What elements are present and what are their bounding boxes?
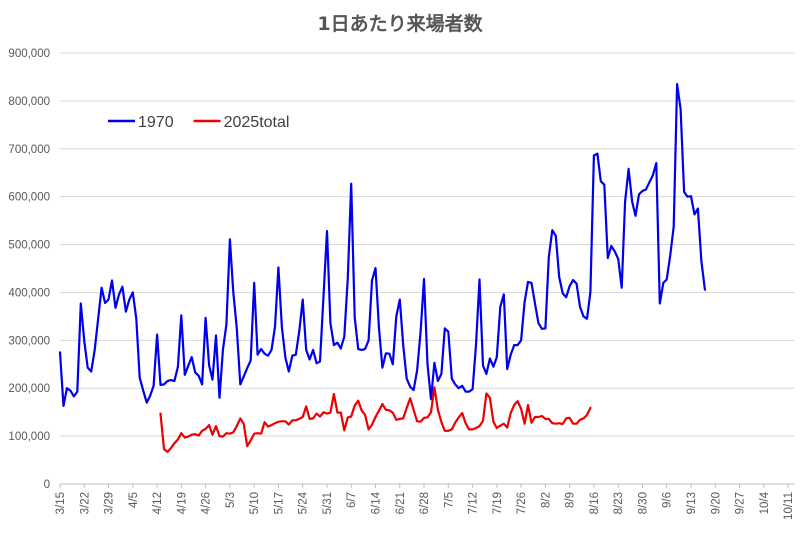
x-tick-label: 8/16 — [589, 492, 601, 514]
x-axis: 3/15 3/22 3/29 4/5 4/12 4/19 4/26 5/3 5/10 5/17 5/… — [55, 484, 795, 520]
series-line-2025total — [159, 386, 592, 453]
x-tick-label: 9/27 — [735, 492, 747, 514]
y-tick-label: 100,000 — [8, 431, 50, 443]
x-tick-label: 6/7 — [346, 492, 358, 508]
x-tick-label: 6/28 — [419, 492, 431, 514]
y-tick-label: 900,000 — [8, 48, 50, 60]
x-tick-label: 8/2 — [540, 492, 552, 508]
y-tick-label: 0 — [44, 479, 50, 491]
legend: 1970 2025total — [108, 114, 289, 131]
x-tick-label: 5/3 — [225, 492, 237, 508]
x-tick-label: 7/12 — [468, 492, 480, 514]
x-tick-label: 10/11 — [783, 492, 795, 520]
x-tick-label: 8/9 — [565, 492, 577, 508]
series-line-1970 — [58, 82, 707, 407]
x-tick-label: 6/14 — [370, 491, 382, 514]
x-tick-label: 9/13 — [686, 492, 698, 514]
x-tick-label: 4/26 — [201, 492, 213, 514]
x-tick-label: 3/29 — [104, 492, 116, 514]
legend-label: 1970 — [138, 114, 174, 131]
y-tick-label: 400,000 — [8, 287, 50, 299]
x-tick-label: 7/5 — [443, 492, 455, 508]
x-tick-label: 7/26 — [516, 492, 528, 514]
series-lines — [58, 82, 707, 453]
y-axis: 0 100,000 200,000 300,000 400,000 500,000 600,… — [8, 48, 50, 491]
x-tick-label: 9/20 — [710, 492, 722, 514]
x-tick-label: 5/17 — [273, 492, 285, 514]
x-tick-label: 5/24 — [298, 491, 310, 514]
x-tick-label: 5/31 — [322, 492, 334, 514]
y-tick-label: 300,000 — [8, 335, 50, 347]
x-tick-label: 6/21 — [395, 492, 407, 514]
x-tick-label: 3/22 — [79, 492, 91, 514]
y-tick-label: 200,000 — [8, 383, 50, 395]
y-tick-label: 500,000 — [8, 240, 50, 252]
x-tick-label: 9/6 — [662, 492, 674, 508]
x-tick-label: 8/30 — [637, 492, 649, 514]
x-tick-label: 4/5 — [128, 492, 140, 508]
x-tick-label: 8/23 — [613, 492, 625, 514]
x-tick-label: 3/15 — [55, 492, 67, 514]
y-tick-label: 800,000 — [8, 96, 50, 108]
x-tick-label: 5/10 — [249, 492, 261, 514]
legend-label: 2025total — [224, 114, 290, 131]
x-tick-label: 7/19 — [492, 492, 504, 514]
y-tick-label: 700,000 — [8, 144, 50, 156]
x-tick-label: 10/4 — [759, 491, 771, 514]
y-tick-label: 600,000 — [8, 192, 50, 204]
x-tick-label: 4/19 — [176, 492, 188, 514]
x-tick-label: 4/12 — [152, 492, 164, 514]
chart-title: 1日あたり来場者数 — [317, 12, 483, 35]
